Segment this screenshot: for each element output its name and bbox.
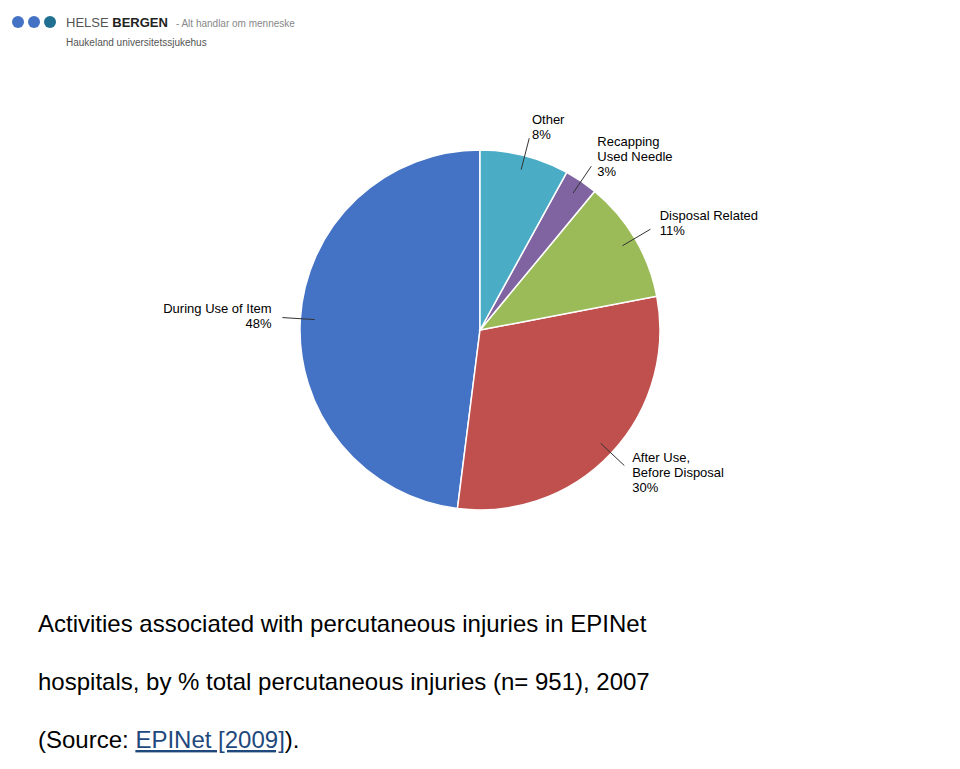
source-suffix: ). (285, 726, 300, 753)
chart: HELSE BERGEN - Alt handlar om menneske Hau… (0, 0, 960, 769)
slice-value: 30% (632, 480, 658, 495)
logo-dot (12, 16, 24, 28)
caption: Activities associated with percutaneous … (38, 610, 650, 753)
logo-tagline: - Alt handlar om menneske (176, 18, 295, 29)
slice-value: 11% (660, 223, 685, 238)
caption-source: (Source: EPINet [2009]). (38, 726, 299, 753)
slice-label-line: Disposal Related (660, 208, 758, 223)
labels: During Use of Item48% After Use,Before Di… (163, 112, 758, 495)
leader-line (623, 229, 651, 245)
slice-label-line: During Use of Item (163, 301, 271, 316)
slice-label-line: Used Needle (597, 149, 672, 164)
leader-line (573, 166, 591, 193)
leader-line (282, 318, 314, 320)
slice-label-line: Other (532, 112, 565, 127)
logo-subtext: Haukeland universitetssjukehus (66, 37, 207, 48)
leader-line (521, 138, 529, 169)
logo: HELSE BERGEN - Alt handlar om menneske Hau… (12, 15, 295, 48)
slice (480, 150, 567, 330)
logo-title: HELSE BERGEN - Alt handlar om menneske (66, 15, 295, 30)
slice-label: Disposal Related (660, 208, 758, 223)
slice-label: After Use,Before Disposal (632, 450, 724, 480)
logo-dot (28, 16, 40, 28)
slice-label: Other (532, 112, 565, 127)
caption-line: hospitals, by % total percutaneous injur… (38, 668, 650, 695)
pie (300, 150, 660, 510)
slice-label: During Use of Item (163, 301, 271, 316)
logo-helse: HELSE (66, 15, 112, 30)
logo-bergen: BERGEN (112, 15, 168, 30)
slice-label-line: Before Disposal (632, 465, 724, 480)
slice (300, 150, 480, 509)
logo-dot (44, 16, 56, 28)
source-link: EPINet [2009] (135, 726, 284, 753)
slice-value: 3% (597, 164, 616, 179)
leader-line (601, 443, 625, 465)
slice-label-line: Recapping (597, 134, 659, 149)
slice-label-line: After Use, (632, 450, 690, 465)
slice-value: 8% (532, 127, 551, 142)
slice-label: RecappingUsed Needle (597, 134, 672, 164)
source-prefix: (Source: (38, 726, 135, 753)
caption-line: Activities associated with percutaneous … (38, 610, 647, 637)
slice-value: 48% (246, 316, 272, 331)
